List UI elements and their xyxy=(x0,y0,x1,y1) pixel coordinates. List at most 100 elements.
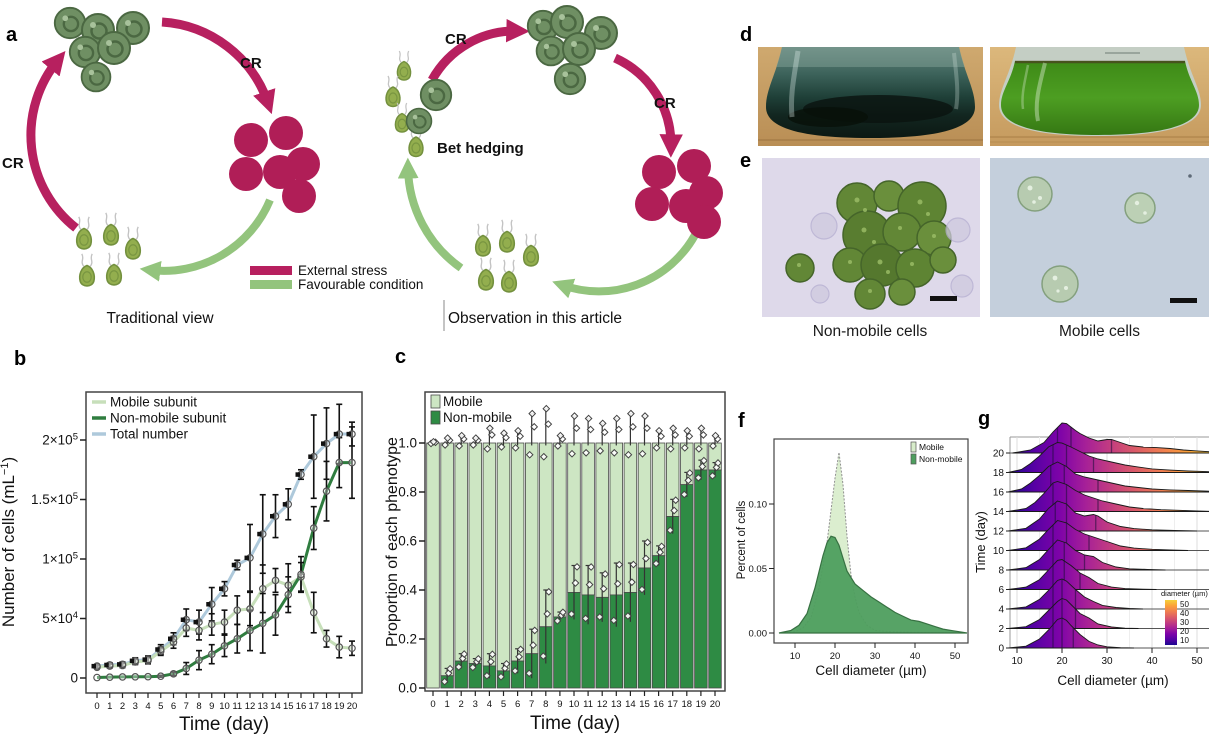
y-tick-label: 12 xyxy=(993,527,1005,538)
y-tick-label: 16 xyxy=(993,488,1005,499)
bar-mobile xyxy=(426,442,440,689)
legend-label: Non-mobile xyxy=(443,410,512,425)
x-tick-label: 19 xyxy=(696,699,707,710)
y-tick-label: 4 xyxy=(998,605,1004,616)
cr-label-right-top: CR xyxy=(445,31,467,48)
right-cycle-arrows xyxy=(397,18,699,299)
x-tick-label: 0 xyxy=(430,699,435,710)
cr-label-right-side: CR xyxy=(654,95,676,112)
mobile-cells-caption: Mobile cells xyxy=(1059,323,1140,340)
x-tick-label: 20 xyxy=(830,651,841,662)
x-tick-label: 1 xyxy=(107,701,112,712)
x-tick-label: 10 xyxy=(219,701,230,712)
cell-texture-dots xyxy=(797,197,936,293)
legend-swatch xyxy=(430,410,441,425)
bar-mobile xyxy=(651,442,666,557)
x-tick-label: 18 xyxy=(321,701,332,712)
cr-label-left-side: CR xyxy=(2,155,24,172)
x-axis-title: Time (day) xyxy=(179,714,269,735)
y-axis-title: Proportion of each phenotype xyxy=(384,437,401,647)
x-tick-label: 14 xyxy=(270,701,281,712)
y-tick-label: 0.10 xyxy=(749,500,768,511)
y-tick-label: 6 xyxy=(998,585,1004,596)
x-tick-label: 20 xyxy=(710,699,721,710)
x-tick-label: 1 xyxy=(444,699,449,710)
x-tick-label: 2 xyxy=(120,701,125,712)
x-axis-title: Cell diameter (µm) xyxy=(1057,673,1168,688)
x-tick-label: 13 xyxy=(257,701,268,712)
x-tick-label: 5 xyxy=(501,699,506,710)
y-tick-label: 2 xyxy=(998,624,1004,635)
micrograph-mobile xyxy=(990,158,1209,317)
x-tick-label: 3 xyxy=(133,701,138,712)
x-tick-label: 2 xyxy=(459,699,464,710)
bar-mobile xyxy=(510,442,525,662)
favourable-condition-label: Favourable condition xyxy=(298,277,423,292)
bar-non-mobile xyxy=(665,516,680,689)
x-tick-label: 19 xyxy=(334,701,345,712)
bar-mobile xyxy=(553,442,567,618)
colorbar-tick-label: 40 xyxy=(1180,609,1189,618)
plot-border xyxy=(773,438,969,644)
chart-phenotype-proportion: 0.00.20.40.60.81.00 1 2 3 4 5 6 7 8 9 10 11 12 13 14 15… xyxy=(384,391,726,734)
x-tick-label: 30 xyxy=(870,651,881,662)
x-tick-label: 6 xyxy=(171,701,176,712)
ghost-cells xyxy=(810,212,974,304)
x-tick-label: 30 xyxy=(1101,656,1113,667)
x-tick-label: 50 xyxy=(950,651,961,662)
x-tick-label: 11 xyxy=(583,699,593,710)
panel-a-diagram: CR CR CR CR Bet hedging Traditional view… xyxy=(2,4,723,331)
y-tick-label: 5×104 xyxy=(42,610,78,626)
mobile-cell-speckles xyxy=(1027,185,1147,293)
bar-mobile xyxy=(524,442,539,655)
legend-swatch xyxy=(910,453,917,465)
x-tick-label: 7 xyxy=(184,701,189,712)
y-tick-label: 18 xyxy=(993,468,1005,479)
x-tick-label: 20 xyxy=(1056,656,1068,667)
x-tick-label: 9 xyxy=(209,701,214,712)
cycle-legend: External stress Favourable condition xyxy=(250,263,423,292)
x-tick-label: 17 xyxy=(667,699,678,710)
y-tick-label: 0 xyxy=(998,644,1004,655)
y-axis-title: Time (day) xyxy=(975,511,988,573)
bar-mobile xyxy=(440,442,454,677)
x-tick-label: 17 xyxy=(308,701,319,712)
ridge-day-0 xyxy=(1007,617,1135,649)
x-tick-label: 11 xyxy=(232,701,242,712)
x-tick-label: 20 xyxy=(347,701,358,712)
traditional-view-caption: Traditional view xyxy=(106,310,214,327)
non-mobile-cell-cluster xyxy=(785,180,957,310)
mobile-cells xyxy=(1017,176,1156,303)
x-tick-label: 15 xyxy=(283,701,294,712)
cr-label-left-top: CR xyxy=(240,55,262,72)
x-tick-label: 10 xyxy=(569,699,580,710)
left-mobile-cluster xyxy=(75,212,142,287)
ridge-day-2 xyxy=(1007,598,1139,629)
y-axis-title: Percent of cells xyxy=(736,500,748,579)
colorbar-gradient xyxy=(1165,600,1177,645)
legend-label: Mobile xyxy=(443,394,483,409)
external-stress-swatch xyxy=(250,266,292,275)
y-tick-label: 0.00 xyxy=(749,629,768,640)
panel-label-g: g xyxy=(978,408,991,430)
x-tick-label: 12 xyxy=(245,701,256,712)
y-tick-label: 10 xyxy=(993,546,1005,557)
ridge-day-20 xyxy=(1012,422,1209,454)
x-tick-label: 3 xyxy=(473,699,478,710)
y-tick-label: 0.05 xyxy=(749,564,768,575)
x-tick-label: 5 xyxy=(158,701,163,712)
bar-non-mobile xyxy=(680,484,694,689)
left-stress-cluster xyxy=(229,116,320,213)
colorbar-tick-label: 50 xyxy=(1180,600,1189,609)
x-tick-label: 16 xyxy=(653,699,664,710)
bet-hedging-label: Bet hedging xyxy=(437,140,524,157)
legend-label: Mobile subunit xyxy=(110,395,197,410)
legend-swatch xyxy=(430,394,441,409)
x-tick-label: 40 xyxy=(910,651,921,662)
legend-label: Non-mobile xyxy=(919,454,963,464)
bar-mobile xyxy=(454,442,468,662)
non-mobile-cells-caption: Non-mobile cells xyxy=(812,323,928,340)
